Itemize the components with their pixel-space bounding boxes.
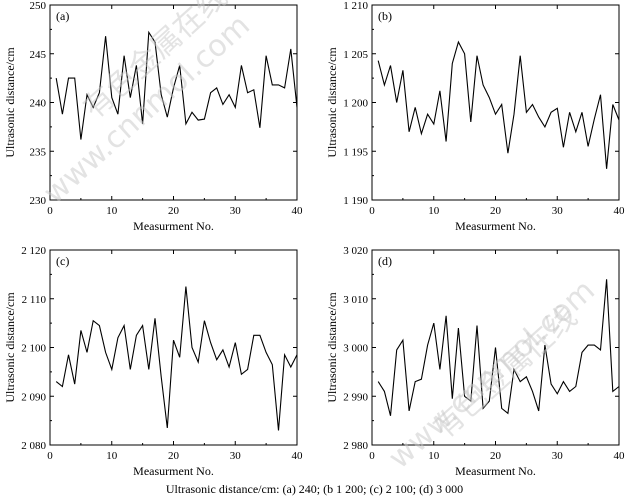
y-tick-label: 245 [30, 49, 47, 61]
panel-label-c: (c) [56, 254, 69, 268]
x-tick-label: 0 [369, 205, 375, 217]
x-tick-label: 20 [490, 205, 502, 217]
chart-panel-c: 0 10 20 30 40 2 080 2 090 2 100 2 110 2 120 (c) Mea… [3, 245, 303, 478]
y-tick-label: 1 210 [343, 0, 368, 12]
series-line [55, 286, 298, 431]
y-axis-label: Ultrasonic distance/cm [3, 47, 17, 158]
x-tick-label: 10 [106, 205, 118, 217]
y-axis-label: Ultrasonic distance/cm [325, 47, 339, 158]
x-tick-label: 10 [428, 205, 440, 217]
x-tick-label: 40 [614, 205, 626, 217]
series-line [55, 30, 298, 140]
y-tick-label: 235 [30, 146, 47, 158]
chart-panel-b: 0 10 20 30 40 1 190 1 195 1 200 1 205 1 210 (b) Mea… [325, 0, 625, 233]
x-axis-label: Measurment No. [455, 464, 536, 478]
panel-label-b: (b) [378, 9, 392, 23]
x-axis-label: Measurment No. [455, 219, 536, 233]
y-tick-label: 2 090 [21, 391, 46, 403]
x-tick-label: 20 [490, 450, 502, 462]
y-tick-label: 2 100 [21, 343, 46, 355]
x-tick-label: 20 [168, 450, 180, 462]
x-tick-label: 0 [47, 205, 53, 217]
x-axis-label: Measurment No. [133, 464, 214, 478]
x-tick-label: 30 [230, 450, 242, 462]
y-tick-label: 1 195 [343, 146, 368, 158]
y-tick-label: 1 200 [343, 98, 368, 110]
x-tick-label: 40 [292, 450, 304, 462]
y-tick-label: 3 010 [343, 294, 368, 306]
chart-panel-a: 0 10 20 30 40 230 235 240 245 250 (a) Measurment No… [3, 0, 303, 233]
panel-label-d: (d) [378, 254, 392, 268]
y-tick-label: 2 980 [343, 440, 368, 452]
x-axis-label: Measurment No. [133, 219, 214, 233]
x-tick-label: 10 [106, 450, 118, 462]
y-tick-label: 230 [30, 195, 47, 207]
y-tick-label: 2 990 [343, 391, 368, 403]
panel-label-a: (a) [56, 9, 69, 23]
y-tick-label: 1 205 [343, 49, 368, 61]
y-tick-label: 2 120 [21, 245, 46, 257]
x-tick-label: 0 [369, 450, 375, 462]
y-tick-label: 1 190 [343, 195, 368, 207]
y-tick-label: 3 000 [343, 343, 368, 355]
x-tick-label: 30 [230, 205, 242, 217]
x-tick-label: 30 [552, 450, 564, 462]
series-line [377, 279, 620, 416]
series-line [377, 40, 620, 169]
x-tick-label: 30 [552, 205, 564, 217]
y-tick-label: 250 [30, 0, 47, 12]
x-tick-label: 40 [614, 450, 626, 462]
y-tick-label: 2 080 [21, 440, 46, 452]
y-tick-label: 240 [30, 98, 47, 110]
x-tick-label: 20 [168, 205, 180, 217]
y-axis-label: Ultrasonic distance/cm [325, 292, 339, 403]
y-axis-label: Ultrasonic distance/cm [3, 292, 17, 403]
x-tick-label: 40 [292, 205, 304, 217]
x-tick-label: 0 [47, 450, 53, 462]
y-tick-label: 2 110 [22, 294, 47, 306]
y-tick-label: 3 020 [343, 245, 368, 257]
plot-frame [49, 4, 298, 201]
x-tick-label: 10 [428, 450, 440, 462]
figure-caption: Ultrasonic distance/cm: (a) 240; (b 1 20… [165, 482, 464, 496]
chart-panel-d: 0 10 20 30 40 2 980 2 990 3 000 3 010 3 020 (d) Mea… [325, 245, 625, 478]
plot-frame [371, 4, 620, 201]
